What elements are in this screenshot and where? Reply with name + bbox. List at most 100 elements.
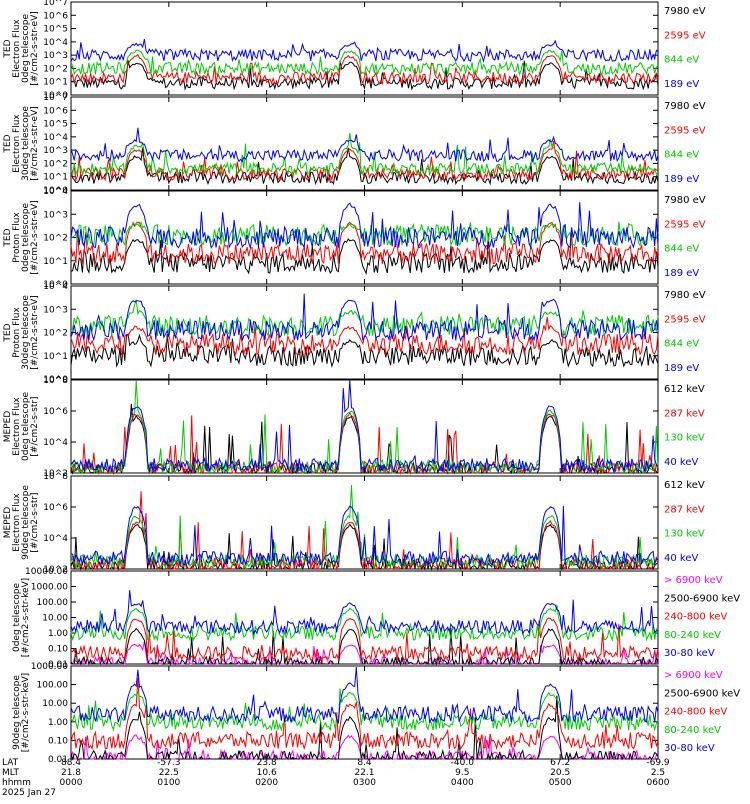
ytick-label: 10.00 xyxy=(42,614,68,624)
legend-entry: 2595 eV xyxy=(664,125,706,136)
xtick-hhmm: 0500 xyxy=(549,778,572,788)
ytick-label: 10^2 xyxy=(43,565,68,575)
legend-entry: 844 eV xyxy=(664,55,699,66)
series-line-240-800-keV xyxy=(70,617,659,662)
xaxis-row-label: LAT xyxy=(2,758,19,768)
legend-entry: 30-80 keV xyxy=(664,648,715,659)
legend-entry: 189 eV xyxy=(664,363,699,374)
legend-entry: 240-800 keV xyxy=(664,612,728,623)
ylabel-line: TED xyxy=(3,228,13,247)
ytick-label: 1000.00 xyxy=(31,583,68,593)
ytick-label: 0.01 xyxy=(48,660,68,670)
xaxis-row-label: hhmm xyxy=(2,778,31,788)
ytick-label: 10^6 xyxy=(43,407,68,417)
ylabel-line: [#/cm2-s-str] xyxy=(30,492,40,552)
xtick-mlt: 21.8 xyxy=(61,768,81,778)
ylabel-line: Electron Flux xyxy=(12,114,22,173)
ytick-label: 10^0 xyxy=(43,186,68,196)
xtick-lat: -57.3 xyxy=(157,758,180,768)
panel-frame-meped-p-0 xyxy=(70,570,659,665)
ylabel-line: [#/cm2-s-str-eV] xyxy=(30,11,40,86)
series-line-30-80-keV xyxy=(70,590,659,636)
ytick-label: 10^3 xyxy=(43,146,68,156)
ylabel-line: [#/cm2-s-str-eV] xyxy=(30,106,40,181)
series-line-40-keV xyxy=(70,505,659,567)
series-line-240-800-keV xyxy=(70,677,659,751)
xtick-lat: -40.0 xyxy=(451,758,475,768)
legend-entry: > 6900 keV xyxy=(664,670,723,681)
ylabel-line: Proton Flux xyxy=(12,307,22,358)
legend-entry: 2500-6900 keV xyxy=(664,593,740,604)
series-line-2595-eV xyxy=(70,140,659,182)
ytick-label: 10^7 xyxy=(43,0,68,8)
ytick-label: 10^1 xyxy=(43,173,68,183)
series-line-7980-eV xyxy=(70,60,659,91)
ytick-label: 10^4 xyxy=(43,438,68,448)
series-line-7980-eV xyxy=(70,147,659,186)
legend-entry: 189 eV xyxy=(664,268,699,279)
ylabel-line: [#/cm2-s-str-keV] xyxy=(21,673,31,752)
legend-entry: 7980 eV xyxy=(664,6,706,17)
ytick-label: 10^4 xyxy=(43,187,68,197)
panel-frame-ted-p-30 xyxy=(70,285,659,380)
ytick-label: 0.10 xyxy=(48,645,68,655)
xtick-lat: 67.2 xyxy=(550,758,570,768)
legend-entry: 2595 eV xyxy=(664,219,706,230)
ytick-label: 10^8 xyxy=(43,472,68,482)
xtick-lat: 8.4 xyxy=(357,758,372,768)
ylabel-line: 30deg telescope xyxy=(21,106,31,181)
ytick-label: 10^4 xyxy=(43,534,68,544)
legend-entry: 80-240 keV xyxy=(664,725,721,736)
xtick-mlt: 10.6 xyxy=(257,768,277,778)
ylabel-line: [#/cm2-s-str-eV] xyxy=(30,200,40,275)
legend-entry: 844 eV xyxy=(664,244,699,255)
ytick-label: 10^4 xyxy=(43,133,68,143)
ylabel-line: [#/cm2-s-str] xyxy=(30,396,40,456)
ylabel-line: MEPED xyxy=(3,507,13,539)
ytick-label: 10^2 xyxy=(43,234,68,244)
ytick-label: 10^6 xyxy=(43,503,68,513)
series-line-80-240-keV xyxy=(70,604,659,642)
xtick-hhmm: 0000 xyxy=(60,778,83,788)
series-line-189-eV xyxy=(70,127,659,163)
ytick-label: 0.10 xyxy=(48,736,68,746)
xtick-mlt: 2.5 xyxy=(651,768,665,778)
ytick-label: 0.01 xyxy=(48,755,68,765)
series-line-2595-eV xyxy=(70,221,659,266)
ytick-label: 10^6 xyxy=(43,11,68,21)
legend-entry: 612 keV xyxy=(664,480,705,491)
legend-entry: 2500-6900 keV xyxy=(664,688,740,699)
legend-entry: 40 keV xyxy=(664,457,698,468)
ytick-label: 100.00 xyxy=(37,681,69,691)
ytick-label: 1.00 xyxy=(48,718,68,728)
legend-entry: 7980 eV xyxy=(664,101,706,112)
ytick-label: 10^5 xyxy=(43,25,68,35)
legend-entry: 240-800 keV xyxy=(664,707,728,718)
ylabel-line: [#/cm2-s-str-keV] xyxy=(21,578,31,657)
legend-entry: 40 keV xyxy=(664,553,698,564)
ytick-label: 10^1 xyxy=(43,352,68,362)
series-line-30-80-keV xyxy=(70,666,659,725)
xtick-hhmm: 0600 xyxy=(647,778,670,788)
legend-entry: 30-80 keV xyxy=(664,743,715,754)
ytick-label: 10.00 xyxy=(42,699,68,709)
ylabel-line: MEPED xyxy=(3,411,13,443)
ytick-label: 10^2 xyxy=(43,329,68,339)
ytick-label: 10^0 xyxy=(43,91,68,101)
series-line-189-eV xyxy=(70,293,659,343)
ytick-label: 10^2 xyxy=(43,469,68,479)
legend-entry: 287 keV xyxy=(664,504,705,515)
ylabel-line: 30deg telescope xyxy=(21,295,31,370)
ytick-label: 1000.00 xyxy=(31,662,68,672)
series-line-7980-eV xyxy=(70,233,659,275)
ylabel-line: TED xyxy=(3,39,13,58)
series-line-130-keV xyxy=(70,485,659,570)
ytick-label: 10^0 xyxy=(43,280,68,290)
ylabel-line: 90deg telescope xyxy=(21,485,31,560)
legend-entry: 130 keV xyxy=(664,529,705,540)
legend-entry: 80-240 keV xyxy=(664,630,721,641)
series-line-2595-eV xyxy=(70,53,659,86)
ylabel-line: 0deg telescope xyxy=(21,203,31,273)
ylabel-line: TED xyxy=(3,134,13,153)
